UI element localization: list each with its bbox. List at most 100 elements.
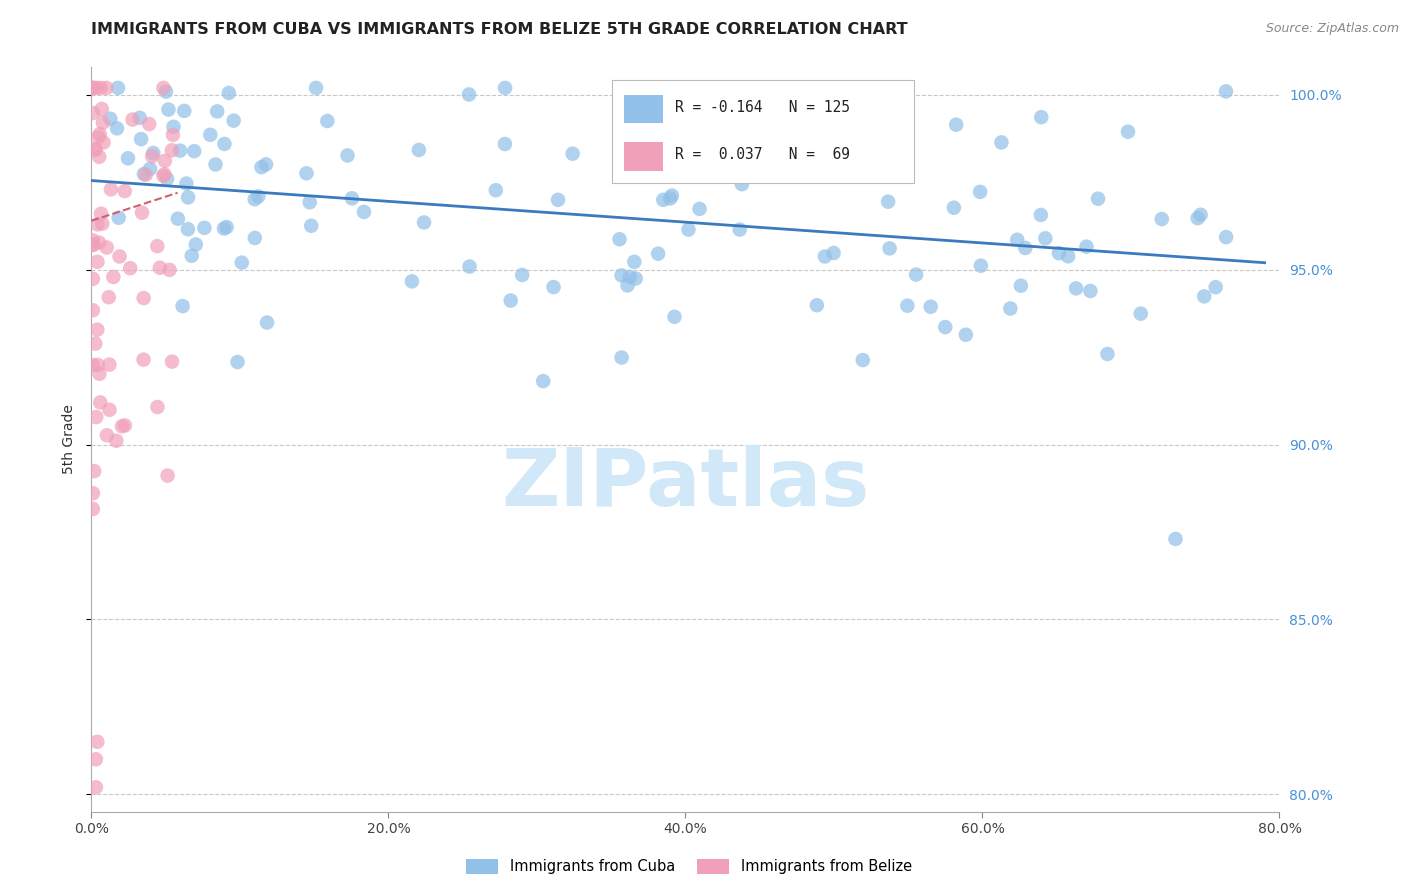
Point bbox=[664, 310, 686, 324]
Point bbox=[678, 222, 700, 236]
Point bbox=[920, 300, 942, 314]
Point bbox=[1010, 278, 1032, 293]
Point bbox=[543, 280, 565, 294]
Point bbox=[494, 136, 516, 151]
Point bbox=[91, 116, 114, 130]
Point bbox=[86, 323, 108, 337]
Point bbox=[84, 780, 107, 795]
Point bbox=[86, 735, 108, 749]
Point bbox=[783, 109, 806, 123]
Point bbox=[1187, 211, 1209, 226]
Point bbox=[547, 193, 569, 207]
Point bbox=[247, 189, 270, 203]
Point bbox=[138, 117, 160, 131]
Point bbox=[96, 428, 118, 442]
Point bbox=[176, 177, 198, 191]
Point bbox=[1064, 281, 1087, 295]
Point bbox=[243, 231, 266, 245]
Point bbox=[152, 81, 174, 95]
Point bbox=[98, 358, 121, 372]
Point bbox=[1150, 212, 1173, 227]
Point bbox=[1076, 240, 1098, 254]
Point bbox=[561, 146, 583, 161]
Point bbox=[728, 222, 751, 236]
Point bbox=[659, 191, 682, 205]
Point bbox=[1205, 280, 1227, 294]
Point bbox=[299, 219, 322, 233]
Point bbox=[100, 182, 122, 196]
Point bbox=[673, 165, 696, 179]
Point bbox=[132, 352, 155, 367]
Point bbox=[146, 400, 169, 414]
Point bbox=[105, 434, 128, 448]
Point bbox=[623, 255, 645, 269]
Point bbox=[82, 238, 104, 252]
Point bbox=[250, 160, 273, 174]
Point bbox=[905, 268, 928, 282]
Point bbox=[114, 418, 136, 433]
Point bbox=[149, 260, 172, 275]
Point bbox=[156, 171, 179, 186]
Point bbox=[107, 211, 129, 225]
Point bbox=[82, 486, 104, 500]
Point bbox=[153, 153, 176, 168]
Point bbox=[458, 87, 481, 102]
Point bbox=[97, 290, 120, 304]
Point bbox=[619, 269, 641, 284]
Point bbox=[305, 81, 328, 95]
Point bbox=[661, 188, 683, 202]
Point bbox=[103, 270, 125, 285]
Point bbox=[160, 354, 183, 368]
Point bbox=[90, 207, 112, 221]
Point bbox=[1215, 230, 1237, 244]
Point bbox=[132, 167, 155, 181]
Point bbox=[226, 355, 249, 369]
Point bbox=[298, 195, 321, 210]
Point bbox=[218, 86, 240, 100]
Text: R =  0.037   N =  69: R = 0.037 N = 69 bbox=[675, 146, 851, 161]
Point bbox=[141, 149, 163, 163]
Point bbox=[401, 274, 423, 288]
Point bbox=[1080, 284, 1102, 298]
Point bbox=[162, 120, 184, 134]
Point bbox=[157, 103, 180, 117]
Point bbox=[413, 215, 436, 229]
Point bbox=[990, 136, 1012, 150]
Point bbox=[652, 193, 675, 207]
Point bbox=[169, 144, 191, 158]
Point bbox=[84, 142, 107, 156]
Point bbox=[1164, 532, 1187, 546]
Point bbox=[955, 327, 977, 342]
Point bbox=[139, 161, 162, 176]
Point bbox=[616, 278, 638, 293]
Bar bbox=[624, 142, 664, 170]
Point bbox=[689, 202, 711, 216]
Point bbox=[852, 353, 875, 368]
Point bbox=[945, 118, 967, 132]
Point bbox=[877, 194, 900, 209]
Point bbox=[160, 144, 183, 158]
Point bbox=[129, 132, 152, 146]
Y-axis label: 5th Grade: 5th Grade bbox=[62, 404, 76, 475]
Point bbox=[1047, 246, 1070, 260]
Point bbox=[1192, 289, 1215, 303]
Point bbox=[155, 85, 177, 99]
Point bbox=[167, 211, 190, 226]
Point bbox=[96, 81, 118, 95]
Point bbox=[664, 120, 686, 134]
Point bbox=[1116, 125, 1139, 139]
Point bbox=[879, 158, 901, 172]
Point bbox=[731, 177, 754, 191]
Point bbox=[84, 336, 107, 351]
Legend: Immigrants from Cuba, Immigrants from Belize: Immigrants from Cuba, Immigrants from Be… bbox=[460, 853, 918, 880]
Point bbox=[814, 250, 837, 264]
Point bbox=[896, 299, 918, 313]
Point bbox=[87, 358, 110, 372]
Point bbox=[89, 367, 111, 381]
Point bbox=[135, 168, 157, 182]
Point bbox=[89, 150, 111, 164]
Point bbox=[340, 191, 363, 205]
Point bbox=[177, 190, 200, 204]
Point bbox=[1129, 307, 1152, 321]
Point bbox=[132, 291, 155, 305]
